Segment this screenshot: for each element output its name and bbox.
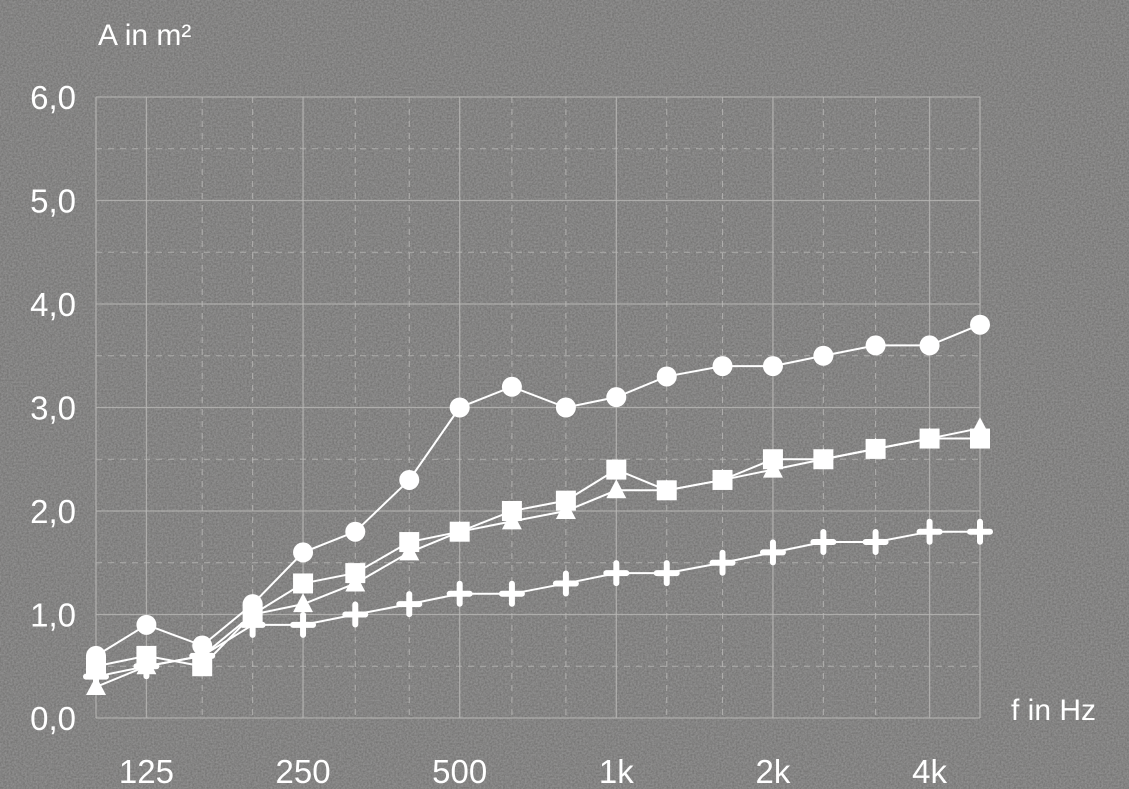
- marker-triangle: [656, 479, 677, 499]
- marker-cross: [83, 663, 109, 690]
- y-tick-label: 1,0: [30, 597, 76, 634]
- marker-circle: [656, 366, 677, 387]
- marker-cross: [603, 560, 630, 587]
- marker-circle: [712, 356, 733, 377]
- marker-cross: [342, 601, 369, 628]
- marker-triangle: [712, 468, 733, 488]
- y-tick-label: 6,0: [30, 79, 76, 116]
- marker-circle: [136, 614, 157, 635]
- tick-layer: 0,0 1,0 2,0 3,0 4,0 5,0 6,0 125 250 500 1k 2k 4k: [30, 79, 947, 789]
- x-tick-label: 250: [276, 753, 331, 789]
- marker-cross: [498, 580, 525, 607]
- marker-triangle: [865, 437, 886, 457]
- marker-circle: [813, 345, 834, 366]
- marker-square: [293, 573, 314, 594]
- marker-triangle: [501, 510, 522, 530]
- marker-cross: [653, 560, 680, 587]
- marker-triangle: [449, 520, 470, 540]
- x-tick-label: 4k: [912, 753, 947, 789]
- marker-cross: [552, 570, 579, 597]
- marker-cross: [396, 591, 423, 618]
- marker-circle: [293, 542, 314, 563]
- marker-cross: [189, 642, 216, 669]
- y-tick-label: 2,0: [30, 493, 76, 530]
- marker-cross: [967, 518, 993, 545]
- marker-triangle: [293, 593, 314, 613]
- marker-circle: [399, 469, 420, 490]
- marker-circle: [345, 521, 366, 542]
- marker-circle: [501, 376, 522, 397]
- marker-triangle: [555, 500, 576, 519]
- y-tick-label: 4,0: [30, 286, 76, 323]
- y-axis-label: A in m²: [98, 19, 191, 52]
- marker-cross: [290, 611, 317, 638]
- marker-triangle: [762, 458, 783, 478]
- marker-triangle: [606, 479, 627, 499]
- marker-circle: [449, 397, 470, 418]
- x-tick-label: 125: [119, 753, 174, 789]
- x-tick-label: 2k: [756, 753, 791, 789]
- marker-cross: [133, 653, 160, 680]
- marker-circle: [555, 397, 576, 418]
- marker-cross: [862, 529, 889, 556]
- marker-triangle: [399, 541, 420, 561]
- marker-circle: [865, 335, 886, 356]
- marker-cross: [916, 518, 943, 545]
- marker-circle: [919, 335, 940, 356]
- marker-triangle: [813, 448, 834, 468]
- marker-cross: [759, 539, 786, 566]
- marker-triangle: [919, 427, 940, 447]
- x-tick-label: 500: [432, 753, 487, 789]
- x-tick-label: 1k: [599, 753, 634, 789]
- series-layer: [83, 314, 993, 695]
- marker-circle: [970, 314, 990, 335]
- marker-triangle: [345, 572, 366, 592]
- marker-cross: [709, 549, 736, 576]
- marker-square: [606, 459, 627, 480]
- y-tick-label: 0,0: [30, 700, 76, 737]
- marker-circle: [762, 356, 783, 377]
- y-tick-label: 3,0: [30, 390, 76, 427]
- x-axis-label: f in Hz: [1011, 694, 1096, 727]
- y-tick-label: 5,0: [30, 183, 76, 220]
- marker-cross: [810, 529, 837, 556]
- marker-cross: [446, 580, 473, 607]
- marker-circle: [606, 387, 627, 408]
- marker-cross: [239, 611, 266, 638]
- marker-triangle: [970, 417, 990, 437]
- grid-layer: [95, 96, 981, 719]
